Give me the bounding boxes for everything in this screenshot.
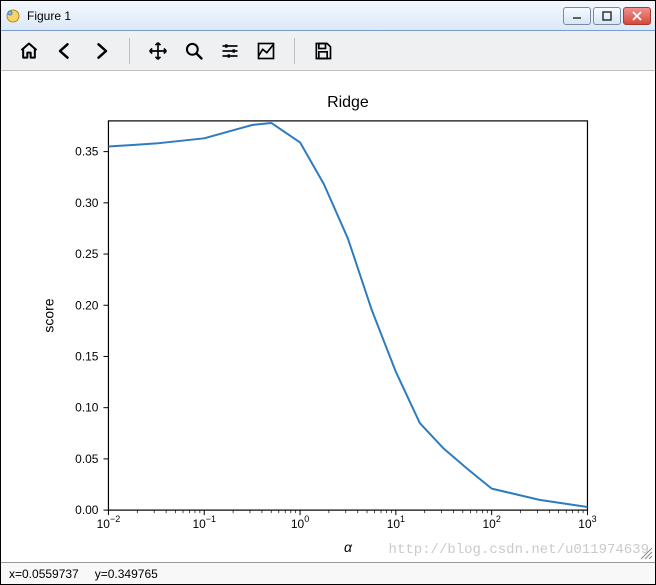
window-titlebar: Figure 1 bbox=[1, 1, 655, 31]
back-button[interactable] bbox=[49, 35, 81, 67]
svg-text:α: α bbox=[344, 539, 353, 555]
svg-text:score: score bbox=[41, 298, 57, 332]
save-button[interactable] bbox=[307, 35, 339, 67]
svg-text:0.20: 0.20 bbox=[75, 298, 99, 312]
chart-svg: 0.00 0.05 0.10 0.15 0.20 0.25 0.30 0.35 10−2 10−1… bbox=[1, 71, 655, 562]
window-buttons bbox=[563, 7, 651, 25]
chart-area[interactable]: 0.00 0.05 0.10 0.15 0.20 0.25 0.30 0.35 10−2 10−1… bbox=[1, 71, 655, 562]
svg-text:10−2: 10−2 bbox=[97, 514, 121, 531]
svg-text:103: 103 bbox=[578, 514, 596, 531]
maximize-button[interactable] bbox=[593, 7, 621, 25]
svg-text:0.15: 0.15 bbox=[75, 349, 99, 363]
svg-text:0.35: 0.35 bbox=[75, 145, 99, 159]
svg-text:0.05: 0.05 bbox=[75, 452, 99, 466]
svg-text:102: 102 bbox=[483, 514, 501, 531]
svg-text:0.25: 0.25 bbox=[75, 247, 99, 261]
status-y: y=0.349765 bbox=[95, 567, 158, 581]
resize-grip-icon[interactable] bbox=[639, 546, 653, 560]
zoom-button[interactable] bbox=[178, 35, 210, 67]
window-title: Figure 1 bbox=[27, 9, 563, 23]
svg-text:0.30: 0.30 bbox=[75, 196, 99, 210]
minimize-button[interactable] bbox=[563, 7, 591, 25]
configure-button[interactable] bbox=[214, 35, 246, 67]
toolbar-separator bbox=[294, 38, 295, 64]
toolbar-separator bbox=[129, 38, 130, 64]
pan-button[interactable] bbox=[142, 35, 174, 67]
svg-text:0.10: 0.10 bbox=[75, 401, 99, 415]
svg-text:0.00: 0.00 bbox=[75, 503, 99, 517]
app-icon bbox=[5, 8, 21, 24]
home-button[interactable] bbox=[13, 35, 45, 67]
forward-button[interactable] bbox=[85, 35, 117, 67]
watermark-text: http://blog.csdn.net/u011974639 bbox=[389, 542, 649, 558]
close-button[interactable] bbox=[623, 7, 651, 25]
toolbar bbox=[1, 31, 655, 71]
svg-text:100: 100 bbox=[291, 514, 309, 531]
svg-text:101: 101 bbox=[387, 514, 405, 531]
axes-button[interactable] bbox=[250, 35, 282, 67]
status-bar: x=0.0559737 y=0.349765 bbox=[1, 562, 655, 584]
status-x: x=0.0559737 bbox=[9, 567, 79, 581]
svg-text:10−1: 10−1 bbox=[192, 514, 216, 531]
svg-text:Ridge: Ridge bbox=[327, 94, 369, 111]
